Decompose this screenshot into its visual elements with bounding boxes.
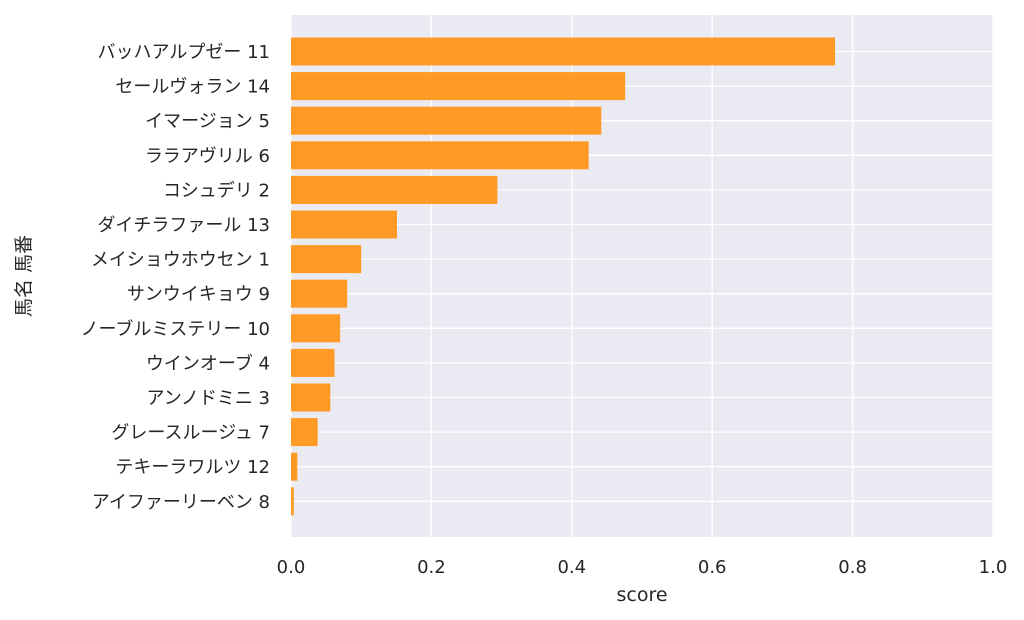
x-axis-label: score: [616, 584, 667, 606]
y-category-label: ララアヴリル 6: [145, 146, 270, 167]
bar: [291, 314, 341, 343]
bar: [291, 487, 294, 516]
y-category-label: メイショウホウセン 1: [91, 250, 270, 271]
x-tick-label: 0.2: [417, 557, 446, 578]
x-tick-label: 0.6: [698, 557, 727, 578]
y-category-label: アンノドミニ 3: [146, 388, 270, 409]
bar: [291, 210, 398, 239]
y-category-label: セールヴォラン 14: [115, 77, 270, 98]
bar: [291, 106, 602, 135]
bar: [291, 452, 298, 481]
y-category-label: コシュデリ 2: [163, 180, 270, 201]
bar: [291, 383, 331, 412]
plot-background: [291, 15, 993, 537]
bar: [291, 279, 348, 308]
bar: [291, 175, 498, 204]
y-category-label: ノーブルミステリー 10: [80, 318, 270, 340]
y-category-labels: バッハアルプゼー 11 セールヴォラン 14 イマージョン 5 ララアヴリル 6 コシュ…: [80, 42, 270, 513]
x-tick-label: 0.4: [557, 557, 586, 578]
bar: [291, 141, 589, 170]
y-category-label: ダイチラファール 13: [97, 215, 270, 236]
y-category-label: サンウイキョウ 9: [127, 284, 270, 305]
bar: [291, 37, 836, 66]
bar: [291, 245, 362, 274]
x-tick-labels: 0.0 0.2 0.4 0.6 0.8 1.0: [277, 557, 1008, 578]
y-category-label: グレースルージュ 7: [111, 423, 270, 444]
y-axis-label: 馬名 馬番: [13, 235, 35, 317]
y-category-label: イマージョン 5: [145, 111, 270, 132]
x-tick-label: 0.0: [277, 557, 306, 578]
y-category-label: アイファーリーベン 8: [92, 492, 270, 513]
bars: [291, 37, 836, 516]
bar: [291, 348, 335, 377]
y-category-label: ウインオーブ 4: [146, 352, 270, 374]
x-tick-label: 1.0: [979, 557, 1008, 578]
bar: [291, 418, 318, 447]
x-tick-label: 0.8: [838, 557, 867, 578]
y-category-label: テキーラワルツ 12: [115, 457, 270, 478]
bar: [291, 72, 626, 101]
y-category-label: バッハアルプゼー 11: [98, 42, 270, 63]
